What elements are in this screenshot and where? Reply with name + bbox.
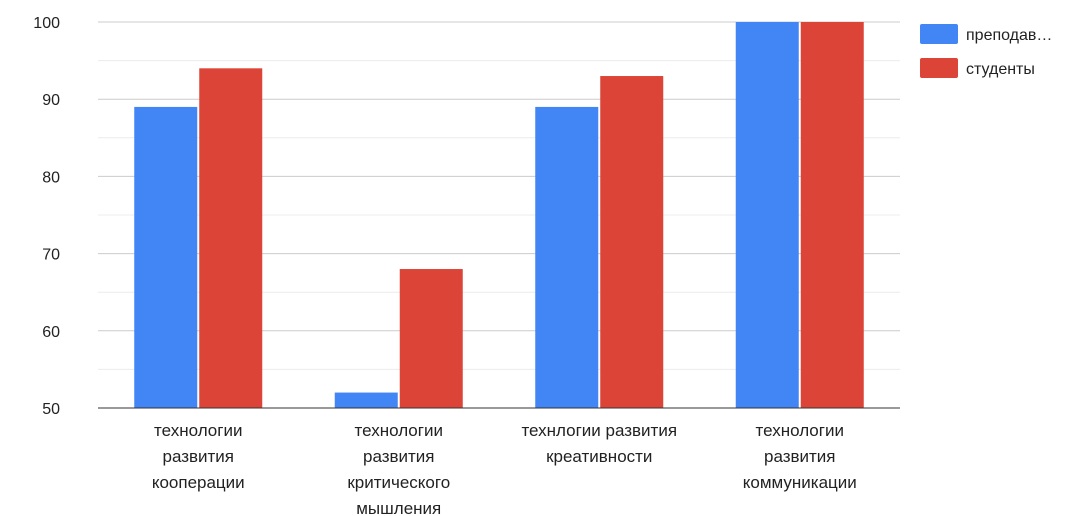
- bar-series2-2: [399, 269, 463, 408]
- x-category-label: технлогии развития креативности: [521, 421, 677, 466]
- bar-series1-4: [735, 22, 799, 408]
- y-axis-tick-labels: 50 60 70 80 90 100: [33, 15, 60, 418]
- bar-series2-4: [800, 22, 864, 408]
- y-tick-label: 50: [42, 401, 60, 418]
- x-axis-category-labels: технологии развития кооперации технологии ра…: [152, 421, 857, 516]
- bar-series2-1: [199, 68, 263, 408]
- legend-swatch: [920, 24, 958, 44]
- x-category-label: технологии развития кооперации: [152, 421, 245, 492]
- y-tick-label: 90: [42, 92, 60, 109]
- legend-swatch: [920, 58, 958, 78]
- y-tick-label: 100: [33, 15, 60, 32]
- y-tick-label: 60: [42, 324, 60, 341]
- bar-series2-3: [600, 76, 664, 408]
- bar-series1-3: [535, 106, 599, 409]
- x-category-label: технологии развития критического мышления: [347, 421, 450, 516]
- legend: преподав… студенты: [920, 24, 1052, 78]
- x-category-label: технологии развития коммуникации: [743, 421, 857, 492]
- legend-label: студенты: [966, 61, 1035, 78]
- bars: [134, 22, 864, 409]
- bar-series1-1: [134, 106, 198, 409]
- legend-label: преподав…: [966, 27, 1052, 44]
- y-tick-label: 70: [42, 247, 60, 264]
- y-tick-label: 80: [42, 169, 60, 186]
- bar-series1-2: [334, 392, 398, 408]
